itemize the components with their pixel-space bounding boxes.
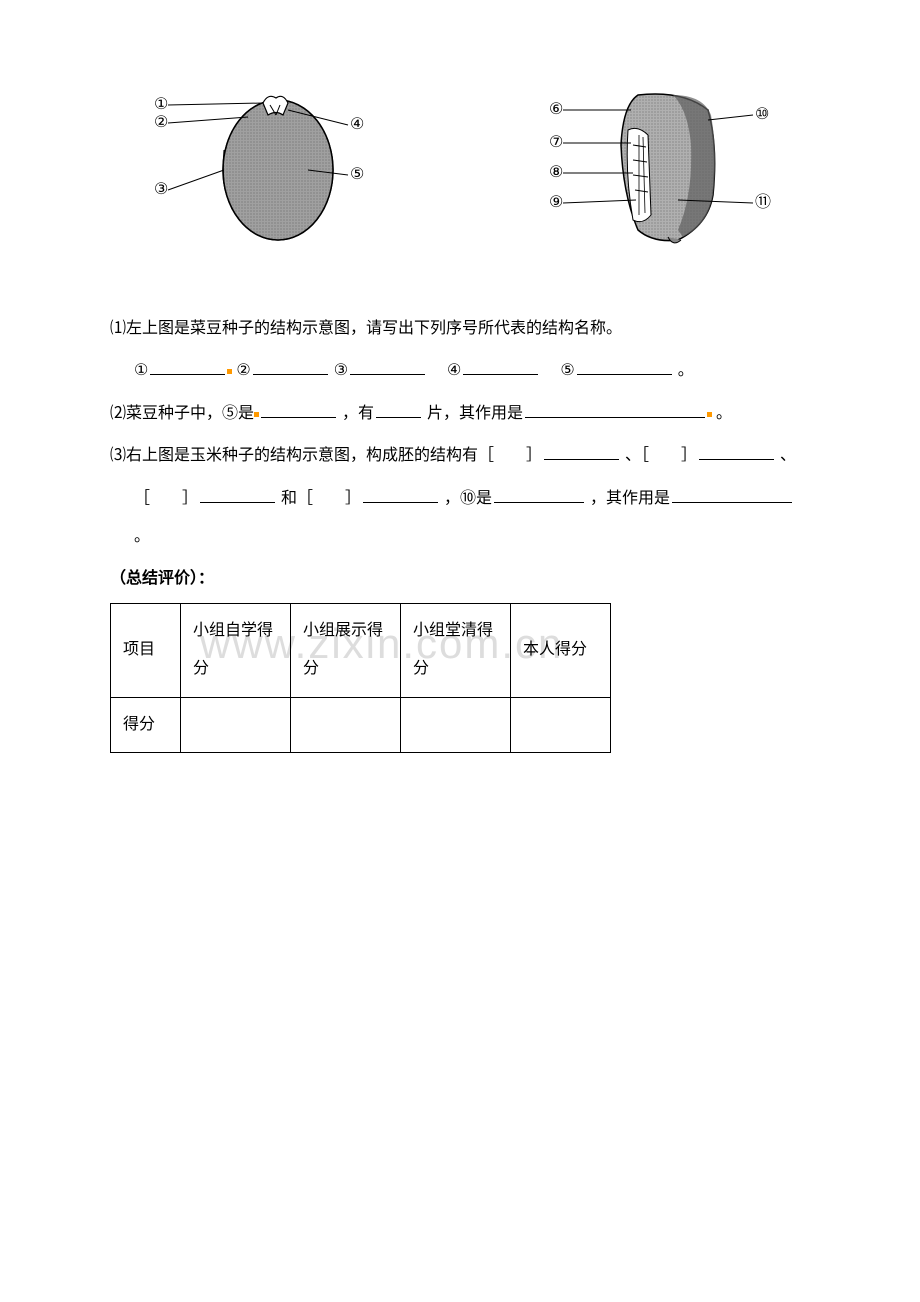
- label-7: ⑦: [549, 134, 563, 151]
- table-data-row: 得分: [111, 697, 611, 752]
- orange-dot-2: [254, 412, 259, 417]
- item-1: ①: [134, 352, 148, 390]
- q1-end: 。: [678, 362, 694, 379]
- corn-seed-svg: ⑥ ⑦ ⑧ ⑨ ⑩ ⑪: [543, 75, 773, 255]
- td-1[interactable]: [181, 697, 291, 752]
- label-1: ①: [154, 96, 168, 113]
- q3-line1: ⑶右上图是玉米种子的结构示意图，构成胚的结构有［ ］ 、［ ］ 、: [110, 437, 810, 475]
- blank-14[interactable]: [672, 483, 792, 503]
- q3-l2-d: ，其作用是: [590, 490, 670, 507]
- blank-12[interactable]: [363, 483, 438, 503]
- label-11: ⑪: [755, 193, 771, 211]
- q1-prefix: ⑴左上图是菜豆种子的结构示意图，请写出下列序号所代表的结构名称。: [110, 320, 622, 337]
- td-4[interactable]: [511, 697, 611, 752]
- td-3[interactable]: [401, 697, 511, 752]
- q2-prefix: ⑵菜豆种子中，⑤是: [110, 405, 254, 422]
- summary-title: （总结评价）：: [110, 560, 810, 598]
- th-4: 小组堂清得分: [401, 603, 511, 697]
- blank-1[interactable]: [150, 355, 225, 375]
- q3-line2: ［ ］ 和［ ］ ，⑩是 ，其作用是 。: [110, 480, 810, 557]
- content-area: ⑴左上图是菜豆种子的结构示意图，请写出下列序号所代表的结构名称。 ① ② ③ ④…: [0, 280, 920, 753]
- blank-13[interactable]: [494, 483, 584, 503]
- label-6: ⑥: [549, 101, 563, 118]
- blank-4[interactable]: [463, 355, 538, 375]
- q2-line: ⑵菜豆种子中，⑤是 ，有 片，其作用是 。: [110, 395, 810, 433]
- q3-end1: 、: [780, 447, 796, 464]
- label-9: ⑨: [549, 194, 563, 211]
- label-5: ⑤: [350, 166, 364, 183]
- q3-l2-end: 。: [134, 528, 150, 545]
- blank-11[interactable]: [200, 483, 275, 503]
- q2-mid1: ，有: [342, 405, 374, 422]
- label-4: ④: [350, 116, 364, 133]
- th-1: 项目: [111, 603, 181, 697]
- td-2[interactable]: [291, 697, 401, 752]
- table-header-row: 项目 小组自学得分 小组展示得分 小组堂清得分 本人得分: [111, 603, 611, 697]
- blank-2[interactable]: [253, 355, 328, 375]
- blank-8[interactable]: [525, 398, 705, 418]
- item-4: ④: [447, 352, 461, 390]
- label-8: ⑧: [549, 164, 563, 181]
- orange-dot-1: [227, 369, 232, 374]
- diagram-area: ① ② ③ ④ ⑤: [0, 0, 920, 280]
- q3-sep1: 、［ ］: [625, 447, 697, 464]
- blank-3[interactable]: [350, 355, 425, 375]
- score-table: 项目 小组自学得分 小组展示得分 小组堂清得分 本人得分 得分: [110, 603, 611, 753]
- item-2: ②: [236, 352, 250, 390]
- q3-l2-a: ［ ］: [134, 490, 198, 507]
- q3-l2-b: 和［ ］: [281, 490, 361, 507]
- corn-seed-diagram: ⑥ ⑦ ⑧ ⑨ ⑩ ⑪: [543, 75, 773, 255]
- label-2: ②: [154, 114, 168, 131]
- th-2: 小组自学得分: [181, 603, 291, 697]
- orange-dot-3: [707, 412, 712, 417]
- label-3: ③: [154, 181, 168, 198]
- blank-5[interactable]: [577, 355, 672, 375]
- q2-mid2: 片，其作用是: [427, 405, 523, 422]
- blank-7[interactable]: [376, 398, 421, 418]
- th-3: 小组展示得分: [291, 603, 401, 697]
- q2-end: 。: [716, 405, 732, 422]
- td-label: 得分: [111, 697, 181, 752]
- item-5: ⑤: [560, 352, 574, 390]
- q3-prefix: ⑶右上图是玉米种子的结构示意图，构成胚的结构有［ ］: [110, 447, 542, 464]
- blank-10[interactable]: [699, 440, 774, 460]
- q1-line1: ⑴左上图是菜豆种子的结构示意图，请写出下列序号所代表的结构名称。: [110, 310, 810, 348]
- blank-6[interactable]: [261, 398, 336, 418]
- q1-line2: ① ② ③ ④ ⑤ 。: [110, 352, 810, 390]
- q3-l2-c: ，⑩是: [444, 490, 492, 507]
- bean-seed-svg: ① ② ③ ④ ⑤: [148, 75, 368, 255]
- item-3: ③: [334, 352, 348, 390]
- label-10: ⑩: [755, 106, 769, 123]
- bean-seed-diagram: ① ② ③ ④ ⑤: [148, 75, 368, 255]
- blank-9[interactable]: [544, 440, 619, 460]
- th-5: 本人得分: [511, 603, 611, 697]
